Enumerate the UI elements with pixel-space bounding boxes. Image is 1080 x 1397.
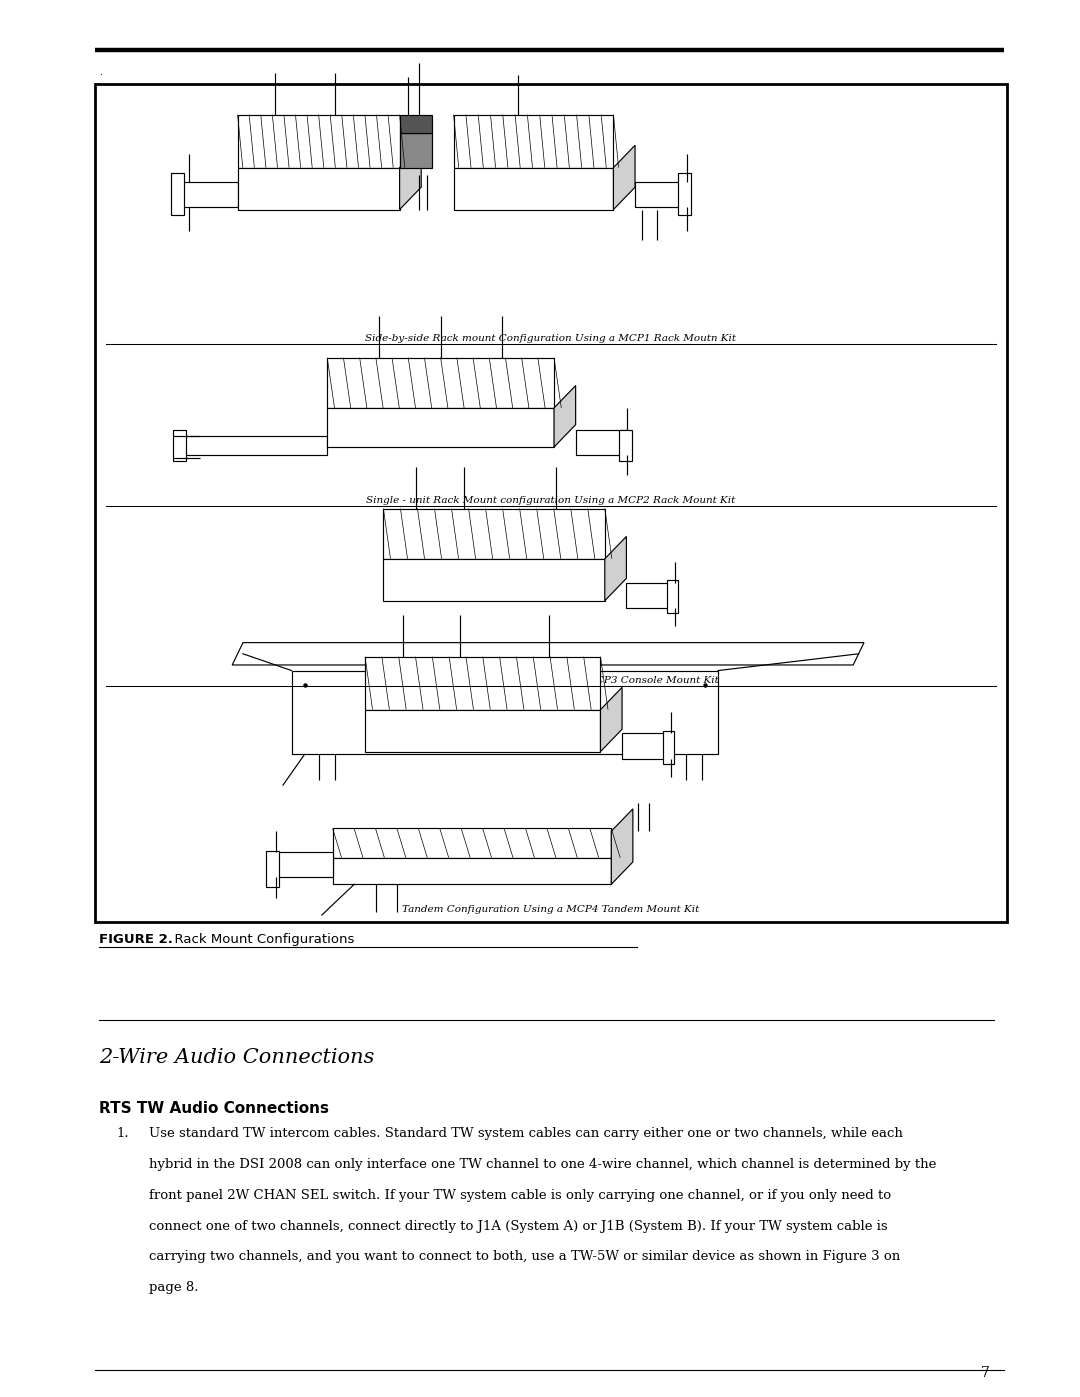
Text: 2-Wire Audio Connections: 2-Wire Audio Connections <box>99 1048 375 1067</box>
Bar <box>365 657 600 710</box>
Text: 1.: 1. <box>117 1127 130 1140</box>
Text: carrying two channels, and you want to connect to both, use a TW-5W or similar d: carrying two channels, and you want to c… <box>149 1250 901 1263</box>
Bar <box>663 731 674 764</box>
Text: hybrid in the DSI 2008 can only interface one TW channel to one 4-wire channel, : hybrid in the DSI 2008 can only interfac… <box>149 1158 936 1171</box>
Text: Console Mount Configuration Using a MCP3 Console Mount Kit: Console Mount Configuration Using a MCP3… <box>383 676 718 685</box>
Bar <box>95 84 1007 922</box>
Bar <box>635 182 687 207</box>
Bar <box>327 358 554 408</box>
Bar <box>333 828 611 858</box>
Polygon shape <box>232 643 864 665</box>
Bar <box>238 115 400 168</box>
Bar <box>292 671 718 754</box>
Text: Single - unit Rack Mount configuration Using a MCP2 Rack Mount Kit: Single - unit Rack Mount configuration U… <box>366 496 735 504</box>
Text: Rack Mount Configurations: Rack Mount Configurations <box>166 933 354 946</box>
Bar <box>276 852 333 877</box>
Bar <box>400 115 432 133</box>
Bar <box>383 559 605 601</box>
Bar <box>576 430 627 455</box>
Polygon shape <box>600 687 622 752</box>
Bar <box>181 436 327 455</box>
Bar <box>178 182 238 207</box>
Polygon shape <box>613 145 635 210</box>
Text: FIGURE 2.: FIGURE 2. <box>99 933 173 946</box>
Bar <box>173 430 186 461</box>
Bar <box>327 408 554 447</box>
Text: RTS TW Audio Connections: RTS TW Audio Connections <box>99 1101 329 1116</box>
Text: connect one of two channels, connect directly to J1A (System A) or J1B (System B: connect one of two channels, connect dir… <box>149 1220 888 1232</box>
Bar <box>266 851 279 887</box>
Bar <box>678 173 691 215</box>
Text: Tandem Configuration Using a MCP4 Tandem Mount Kit: Tandem Configuration Using a MCP4 Tandem… <box>402 905 700 914</box>
Polygon shape <box>605 536 626 601</box>
Bar <box>619 430 632 461</box>
Polygon shape <box>554 386 576 447</box>
Bar <box>171 173 184 215</box>
Text: 7: 7 <box>981 1366 989 1380</box>
Polygon shape <box>611 809 633 884</box>
Bar <box>454 168 613 210</box>
Text: .: . <box>100 67 104 77</box>
Bar <box>400 133 432 168</box>
Bar <box>667 580 678 613</box>
Text: Use standard TW intercom cables. Standard TW system cables can carry either one : Use standard TW intercom cables. Standar… <box>149 1127 903 1140</box>
Text: front panel 2W CHAN SEL switch. If your TW system cable is only carrying one cha: front panel 2W CHAN SEL switch. If your … <box>149 1189 891 1201</box>
Bar <box>626 583 675 608</box>
Bar <box>333 858 611 884</box>
Bar <box>622 733 671 759</box>
Text: Side-by-side Rack mount Configuration Using a MCP1 Rack Moutn Kit: Side-by-side Rack mount Configuration Us… <box>365 334 737 342</box>
Bar <box>365 710 600 752</box>
Polygon shape <box>400 145 421 210</box>
Bar <box>238 168 400 210</box>
Text: page 8.: page 8. <box>149 1281 199 1294</box>
Bar <box>383 509 605 559</box>
Bar <box>454 115 613 168</box>
